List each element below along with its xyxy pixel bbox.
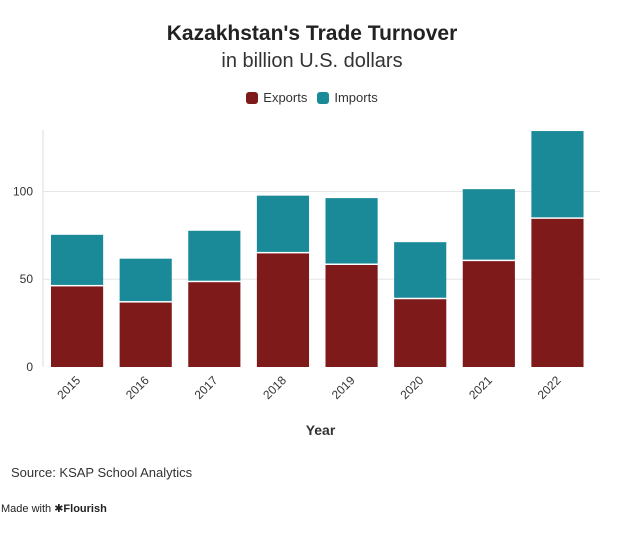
bar-imports — [51, 234, 104, 285]
bar-imports — [531, 131, 584, 218]
made-with-prefix: Made with — [1, 503, 52, 515]
bar-exports — [256, 253, 310, 367]
bar-exports — [394, 299, 447, 367]
bar-exports — [188, 282, 241, 367]
flourish-brand: Flourish — [63, 503, 107, 515]
y-tick-label: 50 — [20, 272, 34, 286]
legend-item-exports[interactable]: Exports — [246, 90, 307, 105]
legend-swatch-imports — [317, 91, 330, 104]
bar-imports — [188, 230, 241, 281]
x-tick-label: 2022 — [535, 373, 564, 402]
legend-label-exports: Exports — [263, 90, 308, 105]
x-tick-label: 2017 — [192, 373, 221, 402]
x-tick-label: 2020 — [398, 373, 427, 402]
legend-label-imports: Imports — [334, 90, 378, 105]
chart-subtitle: in billion U.S. dollars — [221, 50, 403, 72]
x-tick-label: 2019 — [329, 373, 358, 402]
made-with-credit[interactable]: Made with ✱Flourish — [1, 502, 107, 515]
chart-title: Kazakhstan's Trade Turnover — [166, 22, 458, 45]
legend: Exports Imports — [0, 90, 624, 105]
bar-exports — [325, 265, 378, 367]
x-tick-label: 2015 — [54, 373, 83, 402]
bar-imports — [256, 195, 310, 252]
flourish-logo: ✱Flourish — [54, 503, 107, 515]
x-tick-label: 2021 — [466, 373, 495, 402]
legend-item-imports[interactable]: Imports — [317, 90, 378, 105]
legend-swatch-exports — [246, 91, 259, 104]
bar-exports — [51, 286, 104, 367]
x-tick-label: 2016 — [123, 373, 152, 402]
bar-imports — [462, 189, 515, 260]
y-tick-label: 0 — [26, 360, 33, 374]
bar-imports — [325, 198, 378, 264]
source-note: Source: KSAP School Analytics — [11, 465, 193, 480]
bar-exports — [119, 302, 172, 367]
bar-exports — [531, 218, 584, 367]
y-tick-label: 100 — [13, 184, 33, 198]
bar-imports — [119, 258, 172, 302]
bar-imports — [394, 242, 447, 298]
x-axis-title: Year — [306, 422, 336, 438]
bar-exports — [462, 261, 515, 367]
x-tick-label: 2018 — [260, 373, 289, 402]
